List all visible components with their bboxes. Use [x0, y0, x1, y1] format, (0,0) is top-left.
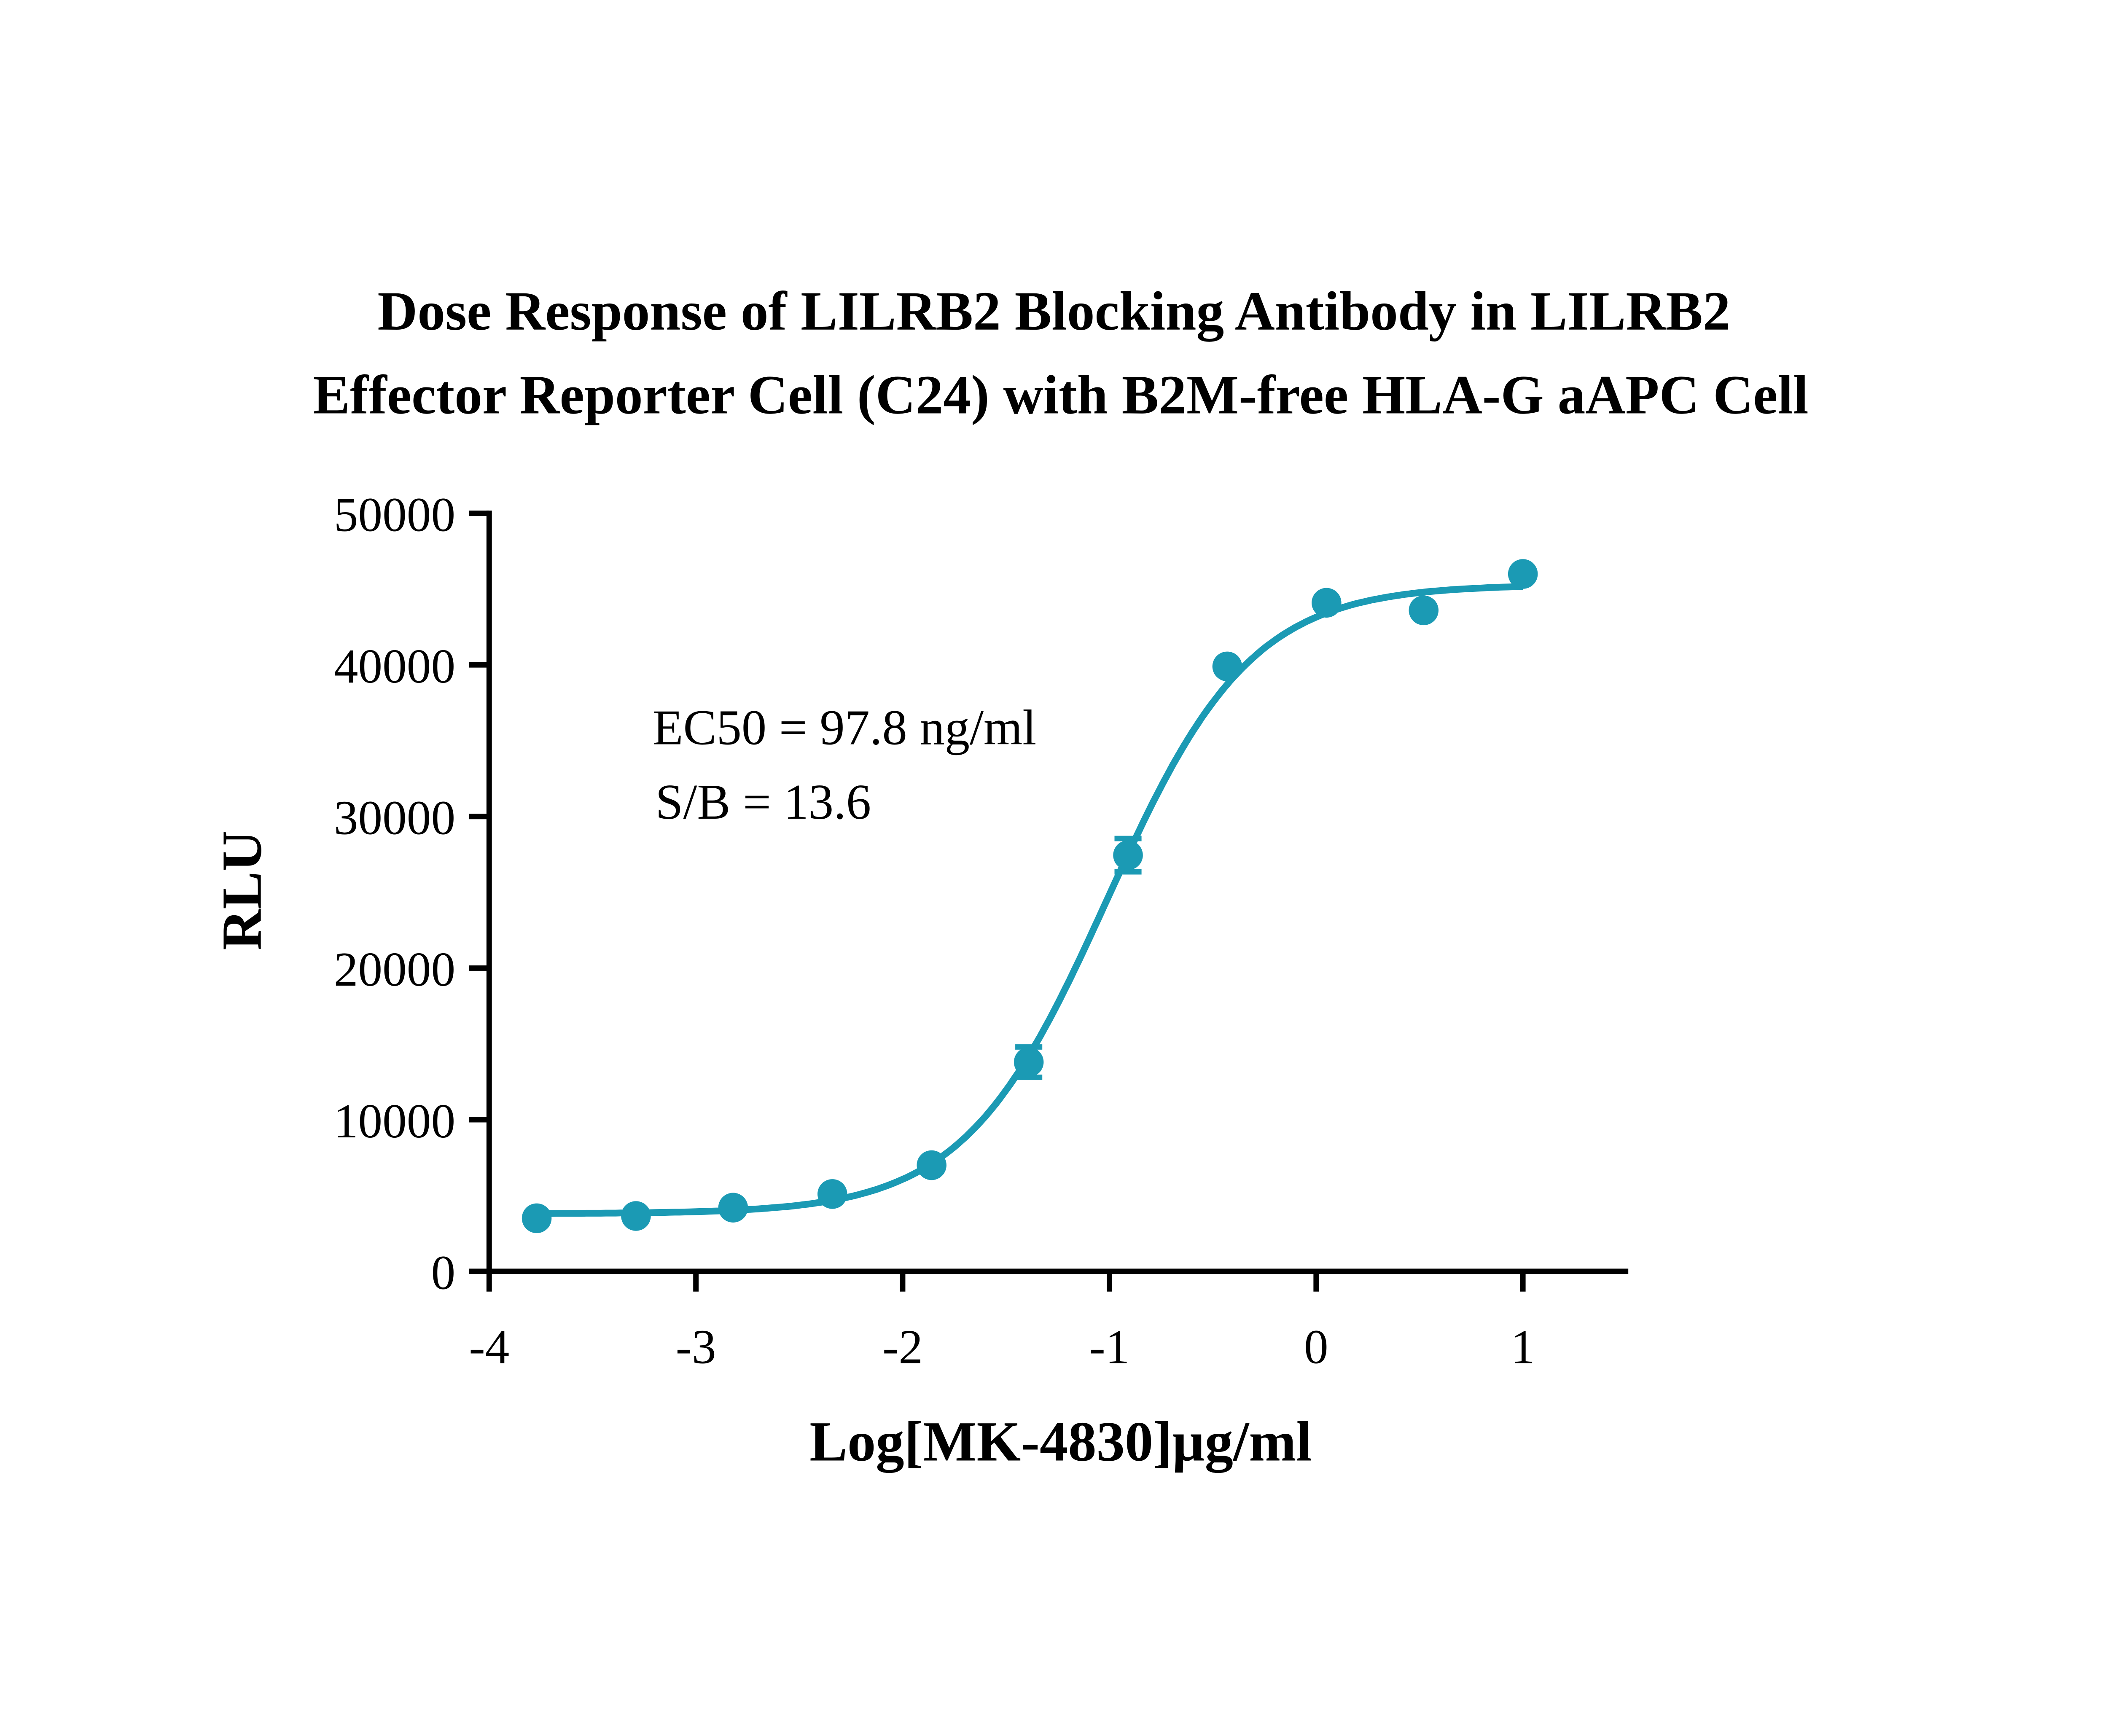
data-point — [1312, 588, 1342, 618]
data-point — [1113, 840, 1143, 870]
data-point — [1212, 651, 1242, 682]
data-point — [1409, 595, 1439, 626]
data-point — [1508, 559, 1538, 589]
data-point — [817, 1179, 847, 1209]
y-tick-label: 30000 — [334, 791, 455, 845]
x-tick-label: 1 — [1511, 1320, 1535, 1374]
x-tick-label: -1 — [1089, 1320, 1129, 1374]
x-tick-label: 0 — [1304, 1320, 1328, 1374]
ec50-annotation: EC50 = 97.8 ng/ml — [653, 700, 1036, 755]
data-point — [522, 1203, 552, 1233]
chart-title-line-2: Effector Reporter Cell (C24) with B2M-fr… — [313, 364, 1809, 425]
x-tick-label: -2 — [882, 1320, 923, 1374]
y-tick-label: 10000 — [334, 1094, 455, 1148]
y-tick-label: 20000 — [334, 942, 455, 996]
y-tick-label: 40000 — [334, 639, 455, 693]
chart-title-line-1: Dose Response of LILRB2 Blocking Antibod… — [377, 281, 1730, 342]
y-tick-label: 50000 — [334, 487, 455, 541]
data-points — [522, 559, 1538, 1233]
x-tick-label: -4 — [469, 1320, 509, 1374]
data-point — [917, 1150, 946, 1180]
sb-annotation: S/B = 13.6 — [655, 774, 871, 830]
data-point — [1014, 1047, 1044, 1077]
data-point — [621, 1201, 651, 1231]
data-point — [718, 1193, 748, 1223]
x-axis-label: Log[MK-4830]µg/ml — [809, 1410, 1312, 1473]
axes — [486, 511, 1629, 1274]
y-tick-label: 0 — [431, 1245, 455, 1299]
y-axis-label: RLU — [211, 830, 274, 950]
fit-curve — [537, 583, 1523, 1217]
ticks: -4 -3 -2 -1 0 1 0 10000 20000 30000 40000 50000 — [334, 487, 1535, 1373]
x-tick-label: -3 — [676, 1320, 716, 1374]
